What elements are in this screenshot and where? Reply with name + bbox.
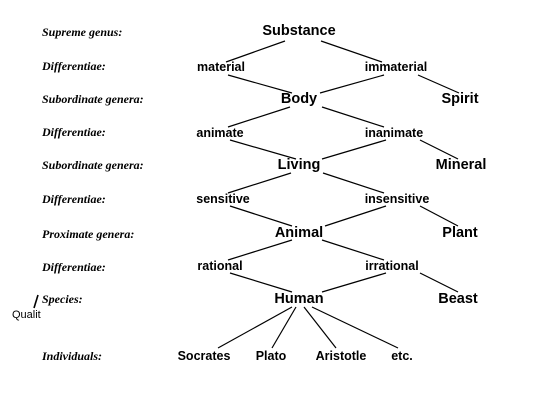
edge-human-aristotle — [303, 306, 337, 349]
node-mineral: Mineral — [435, 157, 487, 173]
node-animal: Animal — [274, 225, 324, 241]
edge-animate-living — [229, 139, 297, 160]
edge-irrational-beast — [419, 272, 459, 293]
row-label-differentiae: Differentiae: — [42, 260, 106, 274]
node-human: Human — [274, 291, 324, 307]
edge-rational-human — [229, 272, 293, 293]
edge-sensitive-animal — [229, 205, 293, 227]
node-aristotle: Aristotle — [315, 349, 367, 363]
node-living: Living — [277, 157, 321, 173]
node-etc: etc. — [391, 349, 413, 363]
row-label-differentiae: Differentiae: — [42, 59, 106, 73]
edge-human-plato — [271, 306, 297, 349]
stray-cropped-text: Qualit — [12, 309, 41, 321]
edge-inanimate-living — [321, 139, 387, 160]
row-label-proximate-genera: Proximate genera: — [42, 227, 135, 241]
row-label-supreme-genus: Supreme genus: — [42, 25, 123, 39]
stray-tick-mark — [33, 294, 39, 309]
row-label-species: Species: — [42, 292, 83, 306]
node-substance: Substance — [262, 23, 336, 39]
edge-human-socrates — [217, 306, 293, 349]
node-immaterial: immaterial — [364, 60, 428, 74]
edge-substance-immaterial — [320, 40, 383, 63]
edge-body-inanimate — [321, 106, 385, 128]
edge-immaterial-spirit — [417, 74, 460, 94]
node-irrational: irrational — [365, 259, 419, 273]
edge-animal-irrational — [321, 239, 385, 261]
edge-substance-material — [225, 40, 286, 63]
edge-immaterial-body — [319, 74, 385, 94]
edge-irrational-human — [321, 272, 387, 293]
node-insensitive: insensitive — [364, 192, 430, 206]
row-label-subordinate-genera: Subordinate genera: — [42, 158, 144, 172]
node-socrates: Socrates — [177, 349, 231, 363]
row-label-individuals: Individuals: — [42, 349, 103, 363]
node-rational: rational — [197, 259, 243, 273]
node-body: Body — [280, 91, 318, 107]
edge-body-animate — [227, 106, 291, 128]
node-sensitive: sensitive — [196, 192, 250, 206]
node-animate: animate — [196, 126, 244, 140]
edge-insensitive-animal — [324, 205, 387, 227]
row-label-subordinate-genera: Subordinate genera: — [42, 92, 144, 106]
edge-animal-rational — [227, 239, 293, 261]
row-label-differentiae: Differentiae: — [42, 192, 106, 206]
edge-insensitive-plant — [419, 205, 459, 227]
edge-inanimate-mineral — [419, 139, 459, 160]
node-spirit: Spirit — [441, 91, 479, 107]
node-plato: Plato — [255, 349, 287, 363]
edge-human-etc — [311, 306, 399, 349]
node-beast: Beast — [438, 291, 478, 307]
edge-living-sensitive — [227, 172, 292, 194]
node-material: material — [197, 60, 245, 74]
node-inanimate: inanimate — [364, 126, 424, 140]
edge-living-insensitive — [322, 172, 385, 194]
row-label-differentiae: Differentiae: — [42, 125, 106, 139]
node-plant: Plant — [442, 225, 478, 241]
edge-material-body — [227, 74, 293, 94]
